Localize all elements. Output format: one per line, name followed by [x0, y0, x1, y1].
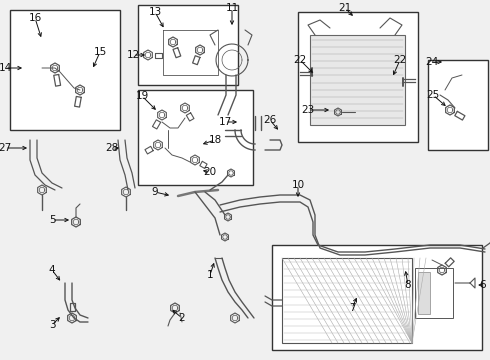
Bar — [418, 272, 430, 314]
Text: 8: 8 — [405, 280, 411, 290]
Text: 14: 14 — [0, 63, 12, 73]
Text: 22: 22 — [294, 55, 307, 65]
Text: 22: 22 — [393, 55, 407, 65]
Text: 3: 3 — [49, 320, 55, 330]
Text: 23: 23 — [301, 105, 315, 115]
Text: 9: 9 — [152, 187, 158, 197]
Bar — [138, 5, 238, 85]
Text: 24: 24 — [425, 57, 439, 67]
Text: 13: 13 — [148, 7, 162, 17]
Bar — [428, 60, 488, 150]
Text: 28: 28 — [105, 143, 119, 153]
Text: 25: 25 — [426, 90, 440, 100]
Text: 12: 12 — [126, 50, 140, 60]
Text: 18: 18 — [208, 135, 221, 145]
Text: 7: 7 — [349, 303, 355, 313]
Text: 15: 15 — [94, 47, 107, 57]
Text: 5: 5 — [49, 215, 55, 225]
Text: 2: 2 — [179, 313, 185, 323]
Bar — [415, 268, 453, 318]
Text: 27: 27 — [0, 143, 12, 153]
Bar — [272, 245, 482, 350]
Text: 1: 1 — [207, 270, 213, 280]
Text: 19: 19 — [135, 91, 148, 101]
Bar — [138, 90, 253, 185]
Text: 6: 6 — [480, 280, 486, 290]
Text: 21: 21 — [339, 3, 352, 13]
Text: 20: 20 — [203, 167, 217, 177]
Bar — [282, 258, 412, 343]
Text: 17: 17 — [219, 117, 232, 127]
Bar — [10, 10, 120, 130]
Text: 11: 11 — [225, 3, 239, 13]
Text: 10: 10 — [292, 180, 305, 190]
Bar — [310, 35, 405, 125]
Text: 26: 26 — [264, 115, 277, 125]
Bar — [298, 12, 418, 142]
Text: 4: 4 — [49, 265, 55, 275]
Text: 16: 16 — [28, 13, 42, 23]
